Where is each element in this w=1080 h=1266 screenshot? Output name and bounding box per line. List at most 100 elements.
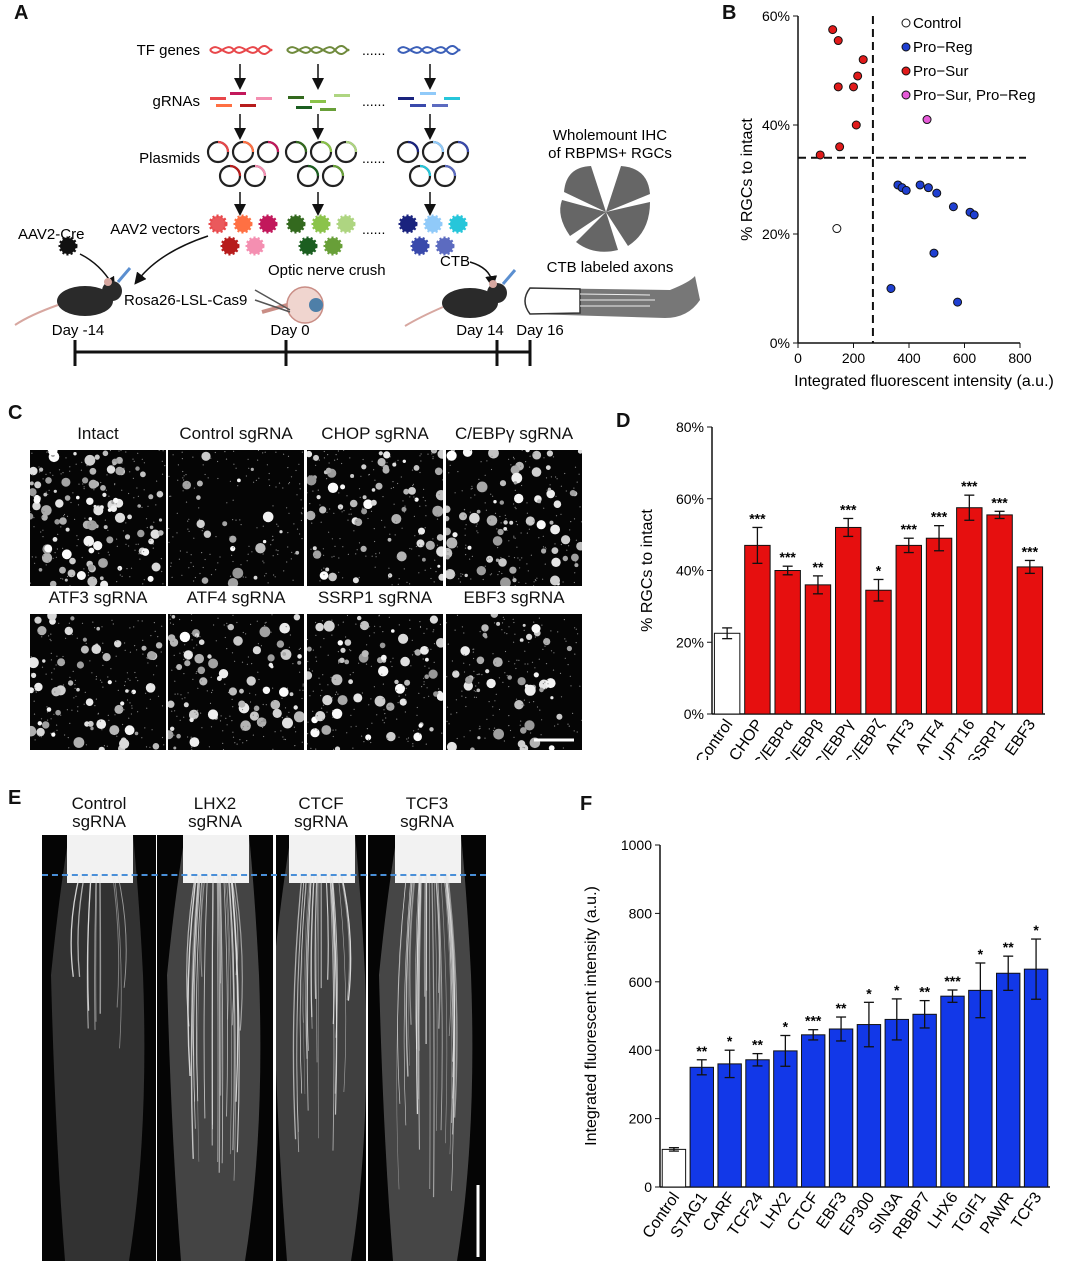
bar	[1016, 566, 1044, 715]
significance-label: *	[783, 1018, 789, 1034]
optic-nerve-image	[42, 835, 156, 1261]
plasmid-set-blue	[396, 140, 470, 188]
y-tick-label: 0%	[770, 335, 790, 351]
bar	[884, 1018, 909, 1188]
nerve-label-line2: sgRNA	[400, 812, 454, 831]
panel-c: C	[0, 400, 600, 745]
bar	[717, 1063, 742, 1188]
significance-label: *	[876, 562, 882, 578]
y-tick-label: 200	[629, 1111, 653, 1127]
eye-icon	[254, 286, 324, 324]
nerve-shape	[276, 835, 366, 1261]
bar	[744, 544, 771, 715]
significance-label: ***	[961, 478, 978, 494]
bar	[835, 526, 862, 715]
significance-label: ***	[991, 494, 1008, 510]
bar	[912, 1013, 937, 1188]
nerve-shape	[167, 835, 261, 1261]
ellipsis-grnas: ......	[362, 93, 385, 109]
bar	[689, 1066, 714, 1188]
grna-set-green	[288, 94, 350, 111]
aav-vector-set-green	[286, 214, 356, 256]
nerve-label: Control sgRNA	[42, 795, 156, 831]
nerve-label: TCF3 sgRNA	[368, 795, 486, 831]
scatter-chart-b: 0% 20% 40% 60% 0 200 400 600 800 Integrated fluor…	[739, 8, 1054, 390]
data-point	[969, 210, 979, 220]
nerve-label-line1: LHX2	[193, 794, 237, 813]
y-tick-label: 40%	[676, 563, 704, 579]
panel-letter-c: C	[8, 402, 23, 424]
significance-label: *	[894, 982, 900, 998]
bar	[865, 589, 892, 715]
bar	[828, 1028, 854, 1188]
dna-icon-red	[209, 45, 273, 55]
micrograph-label: Intact	[77, 424, 119, 443]
y-tick-label: 40%	[762, 117, 790, 133]
micrograph-cells	[446, 450, 582, 586]
bar	[968, 989, 993, 1188]
y-tick-label: 400	[629, 1042, 653, 1058]
data-point	[853, 71, 863, 81]
d-y-axis-label: % RGCs to intact	[639, 509, 656, 632]
micrograph-cells	[30, 450, 166, 586]
panel-letter-f: F	[580, 793, 593, 815]
micrograph-image	[307, 450, 443, 586]
nerve-label: LHX2 sgRNA	[157, 795, 273, 831]
legend-marker	[901, 66, 911, 76]
micrograph-label: C/EBPγ sgRNA	[454, 424, 574, 443]
mouse-icon-right	[404, 280, 507, 327]
micrograph-label: ATF4 sgRNA	[186, 588, 286, 607]
legend-marker	[901, 90, 911, 100]
bar	[661, 1148, 687, 1188]
legend-label: Pro−Sur	[913, 63, 968, 80]
significance-label: ***	[901, 521, 918, 537]
category-label: EBF3	[1002, 716, 1039, 759]
significance-label: ***	[840, 501, 857, 517]
significance-label: **	[813, 559, 824, 575]
significance-label: **	[1003, 939, 1014, 955]
bar	[895, 544, 922, 715]
nerve-shape	[379, 835, 480, 1261]
nerve-label-line2: sgRNA	[72, 812, 126, 831]
data-point	[849, 82, 858, 92]
nerve-shape	[51, 835, 145, 1261]
y-tick-label: 800	[629, 905, 653, 921]
x-tick-label: 0	[794, 350, 802, 366]
significance-label: ***	[1022, 543, 1039, 559]
category-label: TCF3	[1008, 1189, 1045, 1232]
legend-label: Control	[913, 15, 961, 32]
data-point	[835, 142, 845, 152]
bar	[713, 632, 741, 715]
nerve-label-line1: Control	[71, 794, 127, 813]
data-point	[832, 224, 842, 234]
data-point	[858, 55, 868, 65]
significance-label: **	[919, 984, 930, 1000]
ellipsis-genes: ......	[362, 42, 385, 58]
grna-set-blue	[398, 92, 460, 107]
micrograph-image	[168, 450, 304, 586]
x-tick-label: 800	[1008, 350, 1032, 366]
optic-nerve-image	[157, 835, 273, 1261]
day-label-14: Day 14	[456, 322, 504, 339]
optic-nerve-image	[368, 835, 486, 1261]
y-tick-label: 60%	[676, 491, 704, 507]
data-point	[948, 202, 958, 212]
data-point	[953, 297, 963, 307]
category-label: ATF3	[882, 716, 918, 757]
significance-label: *	[1033, 922, 1039, 938]
bar	[996, 972, 1021, 1188]
optic-nerve-crush-label: Optic nerve crush	[268, 262, 386, 279]
significance-label: **	[696, 1043, 707, 1059]
panel-letter-b: B	[722, 2, 737, 24]
bar	[1023, 968, 1049, 1188]
panel-d: D 0% 20% 40% 60% 80%% RGCs to intact Control *…	[600, 400, 1080, 760]
nerve-label-line1: TCF3	[405, 794, 449, 813]
aav-vector-set-blue	[398, 214, 468, 256]
plasmid-set-green	[284, 140, 358, 188]
legend-label: Pro−Reg	[913, 39, 973, 56]
significance-label: *	[866, 985, 872, 1001]
aav2-cre-particle	[58, 236, 78, 256]
bar	[804, 584, 832, 715]
nerve-label: CTCF sgRNA	[276, 795, 366, 831]
ellipsis-plasmids: ......	[362, 150, 385, 166]
